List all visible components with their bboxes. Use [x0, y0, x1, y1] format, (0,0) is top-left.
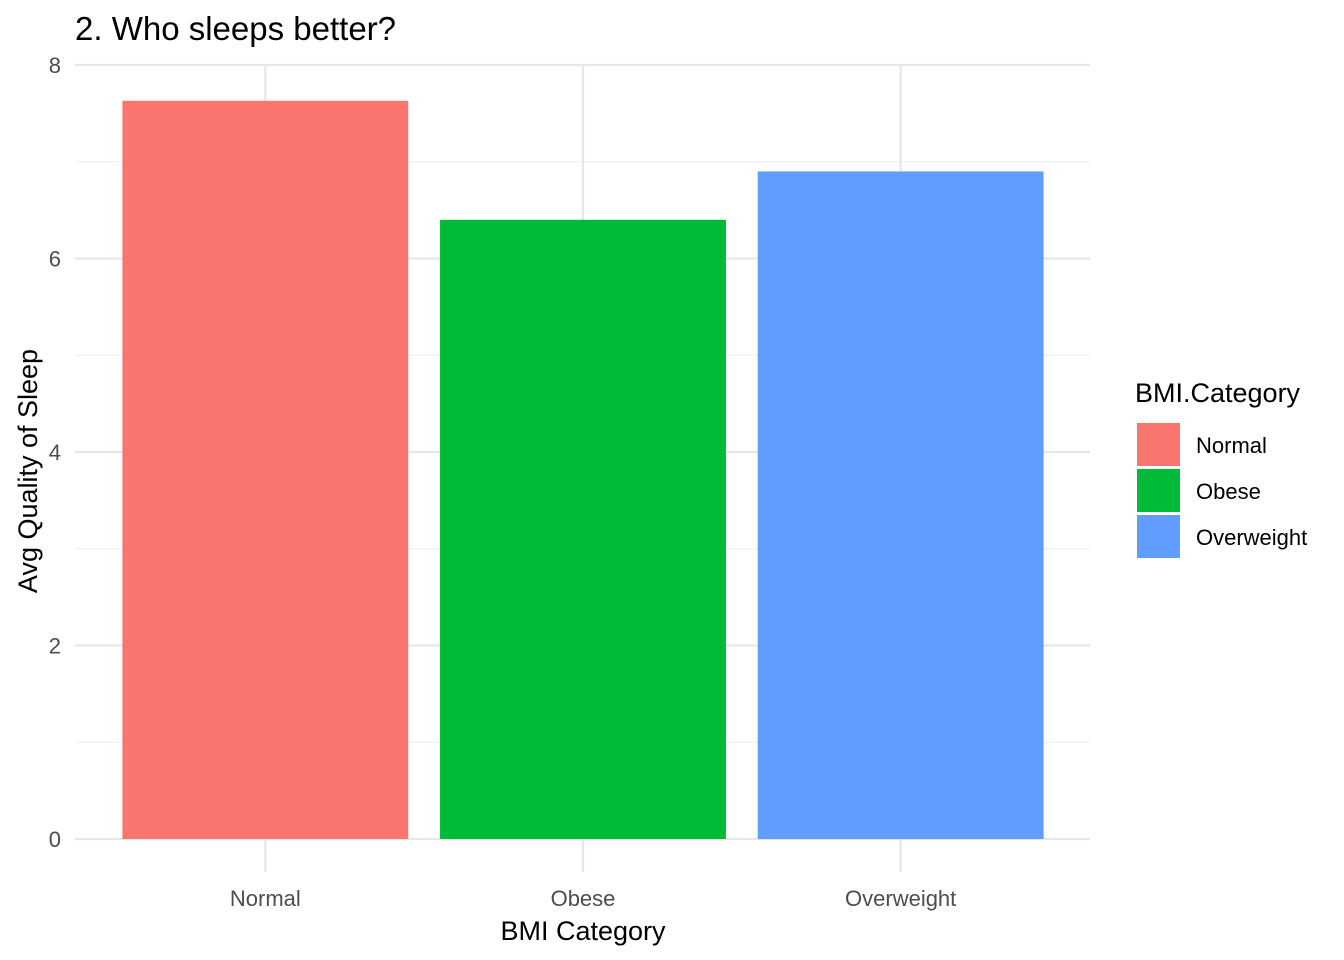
- x-axis-ticks: Normal Obese Overweight: [230, 886, 956, 911]
- bar-obese: [440, 219, 726, 840]
- legend-label-normal: Normal: [1196, 433, 1267, 458]
- y-tick-label: 6: [49, 247, 61, 272]
- legend-key-normal: [1137, 423, 1180, 466]
- legend-title: BMI.Category: [1135, 378, 1301, 408]
- bar-normal: [122, 100, 409, 840]
- x-tick-label: Obese: [551, 886, 616, 911]
- y-tick-label: 0: [49, 827, 61, 852]
- legend-items: Normal Obese Overweight: [1137, 423, 1307, 558]
- legend: BMI.Category Normal Obese Overweight: [1135, 378, 1307, 558]
- y-axis-ticks: 0 2 4 6 8: [49, 53, 61, 852]
- legend-key-obese: [1137, 469, 1180, 512]
- x-tick-label: Overweight: [845, 886, 956, 911]
- x-axis-title: BMI Category: [500, 916, 666, 946]
- legend-label-overweight: Overweight: [1196, 525, 1307, 550]
- chart-title: 2. Who sleeps better?: [75, 10, 396, 47]
- y-tick-label: 4: [49, 440, 61, 465]
- bars: [122, 100, 1044, 840]
- x-tick-label: Normal: [230, 886, 301, 911]
- legend-key-overweight: [1137, 515, 1180, 558]
- y-axis-title: Avg Quality of Sleep: [13, 349, 43, 593]
- y-tick-label: 8: [49, 53, 61, 78]
- bar-overweight: [757, 171, 1044, 840]
- y-tick-label: 2: [49, 634, 61, 659]
- legend-label-obese: Obese: [1196, 479, 1261, 504]
